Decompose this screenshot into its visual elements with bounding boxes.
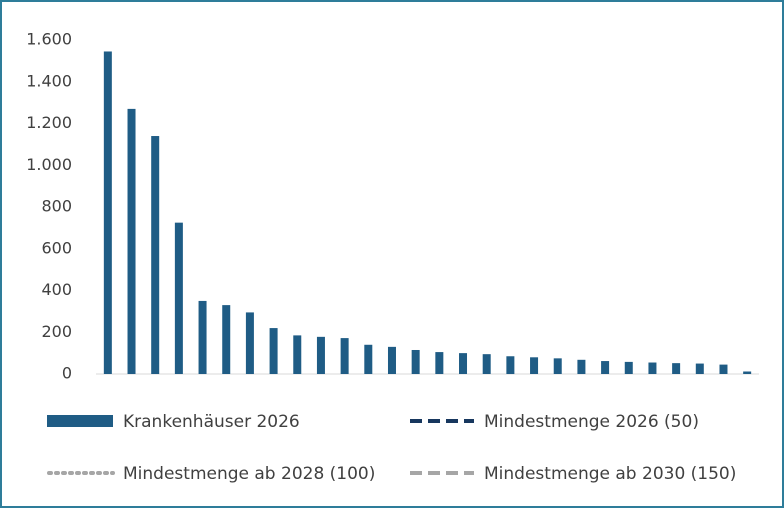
bar [624, 361, 633, 374]
bar [222, 305, 231, 374]
y-tick-label: 1.200 [26, 113, 72, 132]
legend-label: Mindestmenge ab 2030 (150) [484, 464, 736, 484]
bar [648, 362, 657, 374]
y-tick-label: 1.400 [26, 71, 72, 90]
legend-label: Krankenhäuser 2026 [123, 412, 300, 432]
bar [743, 371, 752, 374]
y-tick-label: 200 [41, 322, 72, 341]
y-tick-label: 600 [41, 238, 72, 257]
bar [293, 335, 302, 374]
bar [411, 349, 420, 374]
bar [174, 222, 183, 374]
bar [340, 338, 349, 374]
bar [482, 354, 491, 374]
bar [316, 336, 325, 374]
bar [103, 51, 112, 374]
bar [245, 312, 254, 374]
legend-label: Mindestmenge 2026 (50) [484, 412, 699, 432]
bar [387, 346, 396, 374]
bar [695, 363, 704, 374]
bar [364, 344, 373, 374]
y-tick-label: 400 [41, 280, 72, 299]
bar [553, 358, 562, 374]
bar [672, 363, 681, 374]
bar [127, 108, 136, 374]
bar [151, 136, 160, 374]
bar [459, 353, 468, 374]
y-tick-label: 800 [41, 197, 72, 216]
y-tick-label: 1.000 [26, 155, 72, 174]
legend-label: Mindestmenge ab 2028 (100) [123, 464, 375, 484]
bar [577, 359, 586, 374]
y-tick-label: 0 [62, 364, 72, 383]
bar [719, 364, 728, 374]
bar [530, 357, 539, 374]
y-tick-label: 1.600 [26, 30, 72, 49]
bar [198, 300, 207, 374]
bar [601, 361, 610, 374]
bar [269, 328, 278, 374]
bar [435, 352, 444, 374]
legend-swatch [47, 415, 113, 427]
bar [506, 356, 515, 374]
